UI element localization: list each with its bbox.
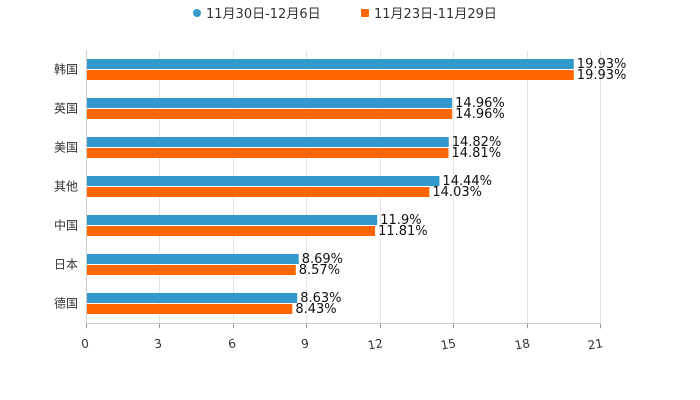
category-label-5: 日本	[54, 258, 78, 272]
data-label-series1-1: 14.96%	[455, 96, 505, 111]
data-label-series2-4: 11.81%	[378, 224, 428, 239]
legend-label-series-1: 11月30日-12月6日	[206, 7, 321, 22]
bar-series2-3[interactable]	[87, 187, 430, 197]
legend-marker-series-1	[193, 9, 201, 17]
x-tick-label-7: 21	[587, 336, 604, 352]
data-label-series1-3: 14.44%	[442, 174, 492, 189]
data-label-series1-6: 8.63%	[300, 291, 341, 306]
category-label-0: 韩国	[54, 62, 78, 77]
bar-series1-6[interactable]	[87, 293, 298, 303]
legend-label-series-2: 11月23日-11月29日	[374, 7, 497, 22]
bar-series1-4[interactable]	[87, 215, 378, 225]
category-label-1: 英国	[54, 102, 78, 116]
x-tick-label-4: 12	[367, 336, 384, 352]
legend-item-series-2[interactable]: 11月23日-11月29日	[361, 7, 497, 22]
legend-item-series-1[interactable]: 11月30日-12月6日	[193, 7, 321, 22]
category-label-4: 中国	[54, 218, 78, 233]
x-tick-label-3: 9	[300, 336, 310, 351]
bar-series2-6[interactable]	[87, 304, 293, 314]
bar-series1-2[interactable]	[87, 137, 449, 147]
x-tick-label-0: 0	[80, 336, 90, 351]
bar-series2-5[interactable]	[87, 265, 296, 275]
x-tick-label-6: 18	[514, 336, 531, 352]
x-tick-label-5: 15	[440, 336, 457, 352]
bars: 19.93%19.93% 14.96%14.96% 14.82%14.81% 14.4…	[87, 57, 626, 317]
x-tick-label-2: 6	[227, 336, 237, 351]
legend: 11月30日-12月6日 11月23日-11月29日	[193, 7, 497, 22]
legend-marker-series-2	[361, 9, 369, 17]
bar-series1-0[interactable]	[87, 59, 574, 69]
bar-series1-3[interactable]	[87, 176, 440, 186]
bar-series1-5[interactable]	[87, 254, 299, 264]
data-label-series1-5: 8.69%	[302, 252, 343, 267]
data-label-series2-3: 14.03%	[432, 185, 482, 200]
data-label-series1-4: 11.9%	[380, 213, 421, 228]
data-label-series2-0: 19.93%	[577, 68, 627, 83]
x-axis: 0 3 6 9 12 15 18 21	[80, 50, 604, 353]
data-label-series2-1: 14.96%	[455, 107, 505, 122]
data-label-series2-5: 8.57%	[299, 263, 340, 278]
x-tick-label-1: 3	[153, 336, 163, 351]
category-label-6: 德国	[54, 296, 78, 311]
bar-series2-4[interactable]	[87, 226, 376, 236]
data-label-series1-0: 19.93%	[577, 57, 627, 72]
bar-series2-1[interactable]	[87, 109, 453, 119]
bar-series1-1[interactable]	[87, 98, 453, 108]
bar-series2-0[interactable]	[87, 70, 574, 80]
data-label-series2-6: 8.43%	[295, 302, 336, 317]
data-label-series1-2: 14.82%	[452, 135, 502, 150]
data-label-series2-2: 14.81%	[451, 146, 501, 161]
bar-series2-2[interactable]	[87, 148, 449, 158]
category-label-2: 美国	[54, 141, 78, 155]
category-label-3: 其他	[54, 180, 78, 194]
